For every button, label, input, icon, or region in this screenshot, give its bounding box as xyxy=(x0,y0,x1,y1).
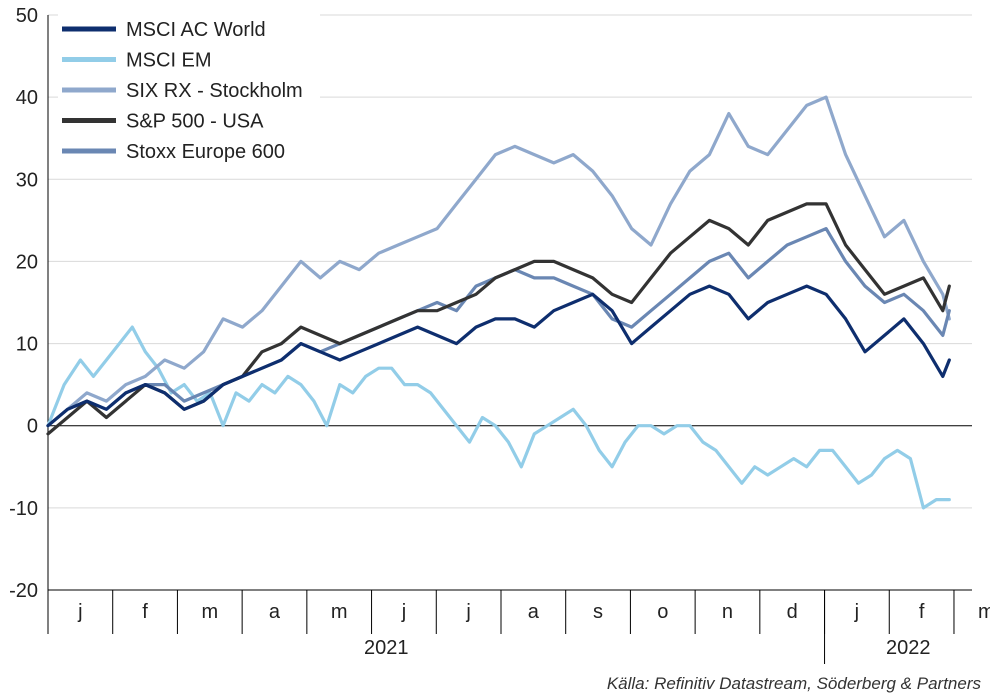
x-month-label: a xyxy=(269,601,281,623)
legend-label-msci-ac-world: MSCI AC World xyxy=(126,19,266,41)
axes xyxy=(47,15,972,664)
series-line-msci-em xyxy=(46,325,951,510)
legend-label-s-p-500-usa: S&P 500 - USA xyxy=(126,111,264,133)
legend-label-msci-em: MSCI EM xyxy=(126,50,212,72)
series-line-six-rx-stockholm xyxy=(46,95,951,428)
y-tick-label: -10 xyxy=(9,498,38,520)
x-month-label: f xyxy=(919,601,925,623)
y-tick-label: 0 xyxy=(27,416,38,438)
legend-bg xyxy=(58,39,320,70)
y-tick-labels: 50 40 30 20 10 0 -10 -20 xyxy=(9,5,38,602)
x-month-label: f xyxy=(142,601,148,623)
x-tick-labels: j f m a m j j a s o n d j f m 2021 2022 xyxy=(77,601,990,659)
x-month-label: m xyxy=(331,601,348,623)
legend: MSCI AC World MSCI EM SIX RX - Stockholm S&… xyxy=(58,9,320,163)
y-tick-label: 40 xyxy=(16,87,38,109)
x-year-label: 2022 xyxy=(886,637,931,659)
x-month-label: s xyxy=(593,601,603,623)
legend-label-six-rx-stockholm: SIX RX - Stockholm xyxy=(126,80,303,102)
legend-bg xyxy=(58,9,320,39)
x-month-label: j xyxy=(465,601,470,623)
legend-bg xyxy=(58,100,320,131)
x-year-label: 2021 xyxy=(364,637,409,659)
x-month-label: m xyxy=(201,601,218,623)
x-month-label: j xyxy=(854,601,859,623)
x-month-label: d xyxy=(787,601,798,623)
x-month-label: j xyxy=(401,601,406,623)
series-lines xyxy=(46,95,951,510)
legend-bg xyxy=(58,131,320,161)
y-tick-label: 30 xyxy=(16,169,38,191)
legend-label-stoxx-europe-600: Stoxx Europe 600 xyxy=(126,141,285,163)
source-note: Källa: Refinitiv Datastream, Söderberg &… xyxy=(607,674,982,693)
y-tick-label: -20 xyxy=(9,580,38,602)
y-tick-label: 20 xyxy=(16,251,38,273)
y-tick-label: 50 xyxy=(16,5,38,27)
x-month-label: j xyxy=(77,601,82,623)
legend-bg xyxy=(58,70,320,100)
x-month-label: n xyxy=(722,601,733,623)
y-tick-label: 10 xyxy=(16,334,38,356)
series-line-stoxx-europe-600 xyxy=(46,227,951,428)
x-month-label: o xyxy=(657,601,668,623)
x-month-label: a xyxy=(528,601,540,623)
x-month-label: m xyxy=(978,601,990,623)
series-line-msci-ac-world xyxy=(46,284,951,428)
